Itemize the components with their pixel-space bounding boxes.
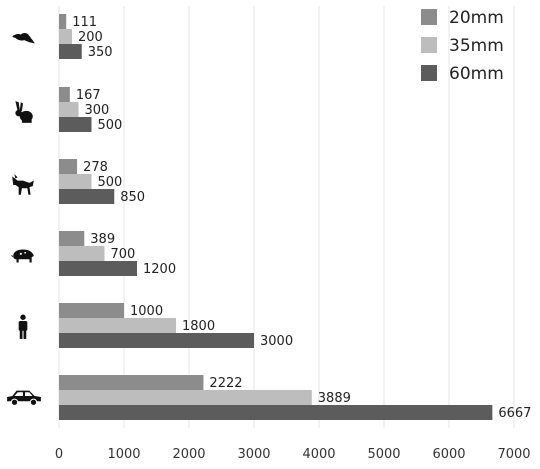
data-label: 278 [83,160,108,175]
legend-label: 20mm [449,8,504,28]
data-label: 300 [85,103,110,118]
bar [59,333,254,348]
bar [59,117,92,132]
legend-swatch [421,37,437,53]
x-tick-label: 6000 [432,447,465,462]
bar [59,189,115,204]
legend-swatch [421,9,437,25]
bar [59,246,105,261]
bar [59,390,312,405]
person-icon [18,314,28,339]
bar [59,159,78,174]
bar [59,261,137,276]
data-label: 350 [88,45,113,60]
boar-icon [11,249,34,263]
data-label: 500 [98,118,123,133]
legend-label: 35mm [449,36,504,56]
x-tick-label: 2000 [172,447,205,462]
bar [59,29,72,44]
x-tick-label: 1000 [107,447,140,462]
car-icon [6,390,42,406]
data-label: 1000 [130,304,163,319]
data-label: 111 [72,15,97,30]
data-label: 2222 [209,376,242,391]
data-label: 1200 [143,262,176,277]
rabbit-icon [15,101,33,123]
data-label: 389 [90,232,115,247]
bar [59,231,85,246]
data-label: 850 [120,190,145,205]
data-label: 500 [98,175,123,190]
bar [59,44,82,59]
data-label: 1800 [182,319,215,334]
legend-label: 60mm [449,64,504,84]
bar [59,318,176,333]
x-tick-label: 3000 [237,447,270,462]
data-label: 167 [76,88,101,103]
bar [59,102,79,117]
bar [59,405,493,420]
wolf-icon [12,174,34,195]
bar [59,375,204,390]
x-tick-label: 0 [55,447,63,462]
x-tick-label: 4000 [302,447,335,462]
x-tick-label: 5000 [367,447,400,462]
x-tick-label: 7000 [497,447,530,462]
data-label: 3889 [318,391,351,406]
bird-icon [12,33,35,44]
data-label: 6667 [498,406,531,421]
bar [59,174,92,189]
data-label: 200 [78,30,103,45]
bar [59,87,70,102]
legend-swatch [421,65,437,81]
bar [59,14,67,29]
data-label: 700 [111,247,136,262]
data-label: 3000 [260,334,293,349]
bar [59,303,124,318]
